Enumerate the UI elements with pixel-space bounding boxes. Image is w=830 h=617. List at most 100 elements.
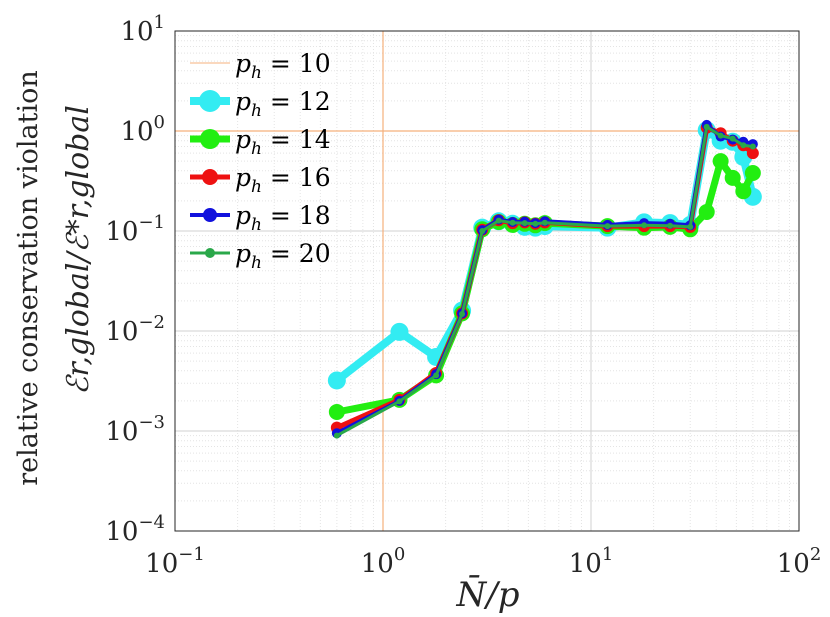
y-tick-base: 10 [120, 117, 153, 147]
data-point [495, 217, 502, 224]
x-tick-exponent: −1 [178, 544, 205, 565]
legend-value: = 20 [262, 239, 331, 268]
legend-value: = 12 [262, 87, 331, 116]
y-tick-exponent: −2 [138, 312, 165, 333]
data-point [532, 220, 539, 227]
series-5 [333, 123, 756, 439]
y-tick-label: 101 [120, 12, 165, 47]
x-tick-base: 10 [569, 549, 602, 579]
data-point [479, 228, 486, 234]
legend-subscript: h [251, 253, 262, 273]
legend-swatch-marker [203, 208, 217, 222]
y-tick-label: 10−1 [105, 212, 165, 247]
y-tick-base: 10 [105, 317, 138, 347]
legend-label: ph = 18 [235, 201, 331, 235]
data-point [327, 371, 346, 390]
legend-swatch-marker [200, 129, 220, 149]
plot-background [175, 31, 799, 531]
legend-entry: ph = 12 [190, 87, 331, 121]
data-point [433, 372, 440, 379]
x-tick-label: 100 [361, 544, 406, 579]
legend-subscript: h [251, 63, 262, 83]
x-tick-exponent: 1 [602, 544, 613, 565]
y-tick-label: 10−4 [105, 512, 165, 547]
y-tick-exponent: −1 [138, 212, 165, 233]
y-tick-label: 10−3 [105, 412, 165, 447]
legend-entry: ph = 18 [190, 201, 331, 235]
legend-label: ph = 20 [235, 239, 331, 273]
x-tick-base: 10 [145, 549, 178, 579]
legend-variable: p [235, 163, 251, 192]
legend-entry: ph = 20 [190, 239, 331, 273]
data-point [541, 219, 548, 226]
legend-label: ph = 16 [235, 163, 331, 197]
y-tick-base: 10 [105, 217, 138, 247]
x-tick-exponent: 0 [394, 544, 405, 565]
legend-subscript: h [251, 139, 262, 159]
legend-entry: ph = 10 [190, 49, 331, 83]
data-point [698, 203, 715, 220]
y-tick-base: 10 [120, 17, 153, 47]
data-point [724, 169, 741, 186]
legend-subscript: h [251, 177, 262, 197]
legend-label: ph = 10 [235, 49, 331, 83]
data-point [390, 322, 409, 341]
legend-swatch-marker [202, 169, 218, 185]
plot-frame [174, 30, 800, 532]
legend-value: = 18 [262, 201, 331, 230]
legend-subscript: h [251, 215, 262, 235]
y-tick-base: 10 [105, 517, 138, 547]
y-tick-label: 100 [120, 112, 165, 147]
legend-entry: ph = 14 [190, 125, 331, 159]
legend-variable: p [235, 125, 251, 154]
data-point [746, 147, 759, 160]
legend-value: = 10 [262, 49, 331, 78]
data-point [687, 223, 694, 230]
data-point [729, 135, 736, 142]
legend-swatch-marker [199, 90, 221, 112]
series-layer [327, 119, 762, 439]
data-point [744, 165, 761, 182]
data-point [521, 220, 528, 227]
legend-value: = 16 [262, 163, 331, 192]
legend-subscript: h [251, 101, 262, 121]
data-point [641, 222, 648, 229]
y-tick-exponent: 1 [154, 12, 165, 33]
y-tick-exponent: −3 [138, 412, 165, 433]
reference-lines [175, 31, 799, 531]
y-axis-label-line2: ℰr,global/ℰ*r,global [61, 105, 96, 395]
x-tick-base: 10 [777, 549, 810, 579]
legend-entry: ph = 16 [190, 163, 331, 197]
y-axis-label-line1: relative conservation violation [13, 70, 44, 486]
x-tick-label: 102 [777, 544, 822, 579]
y-tick-base: 10 [105, 417, 138, 447]
legend-variable: p [235, 239, 251, 268]
x-tick-label: 101 [569, 544, 614, 579]
data-point [396, 398, 403, 405]
data-point [749, 143, 756, 150]
legend-variable: p [235, 87, 251, 116]
data-point [712, 153, 729, 170]
y-tick-exponent: 0 [154, 112, 165, 133]
legend-label: ph = 14 [235, 125, 331, 159]
x-axis-label: N̄/p [456, 574, 520, 615]
data-point [328, 403, 345, 420]
data-point [740, 142, 747, 149]
data-point [604, 223, 611, 230]
legend-variable: p [235, 49, 251, 78]
legend-swatch-marker [205, 248, 215, 258]
data-point [703, 123, 710, 130]
data-point [717, 132, 724, 139]
y-tick-exponent: −4 [138, 512, 165, 533]
grid [174, 31, 799, 532]
data-point [333, 432, 340, 439]
data-point [509, 219, 516, 226]
x-tick-exponent: 2 [810, 544, 821, 565]
x-tick-base: 10 [361, 549, 394, 579]
legend-value: = 14 [262, 125, 331, 154]
data-point [667, 222, 674, 229]
data-point [459, 310, 466, 317]
